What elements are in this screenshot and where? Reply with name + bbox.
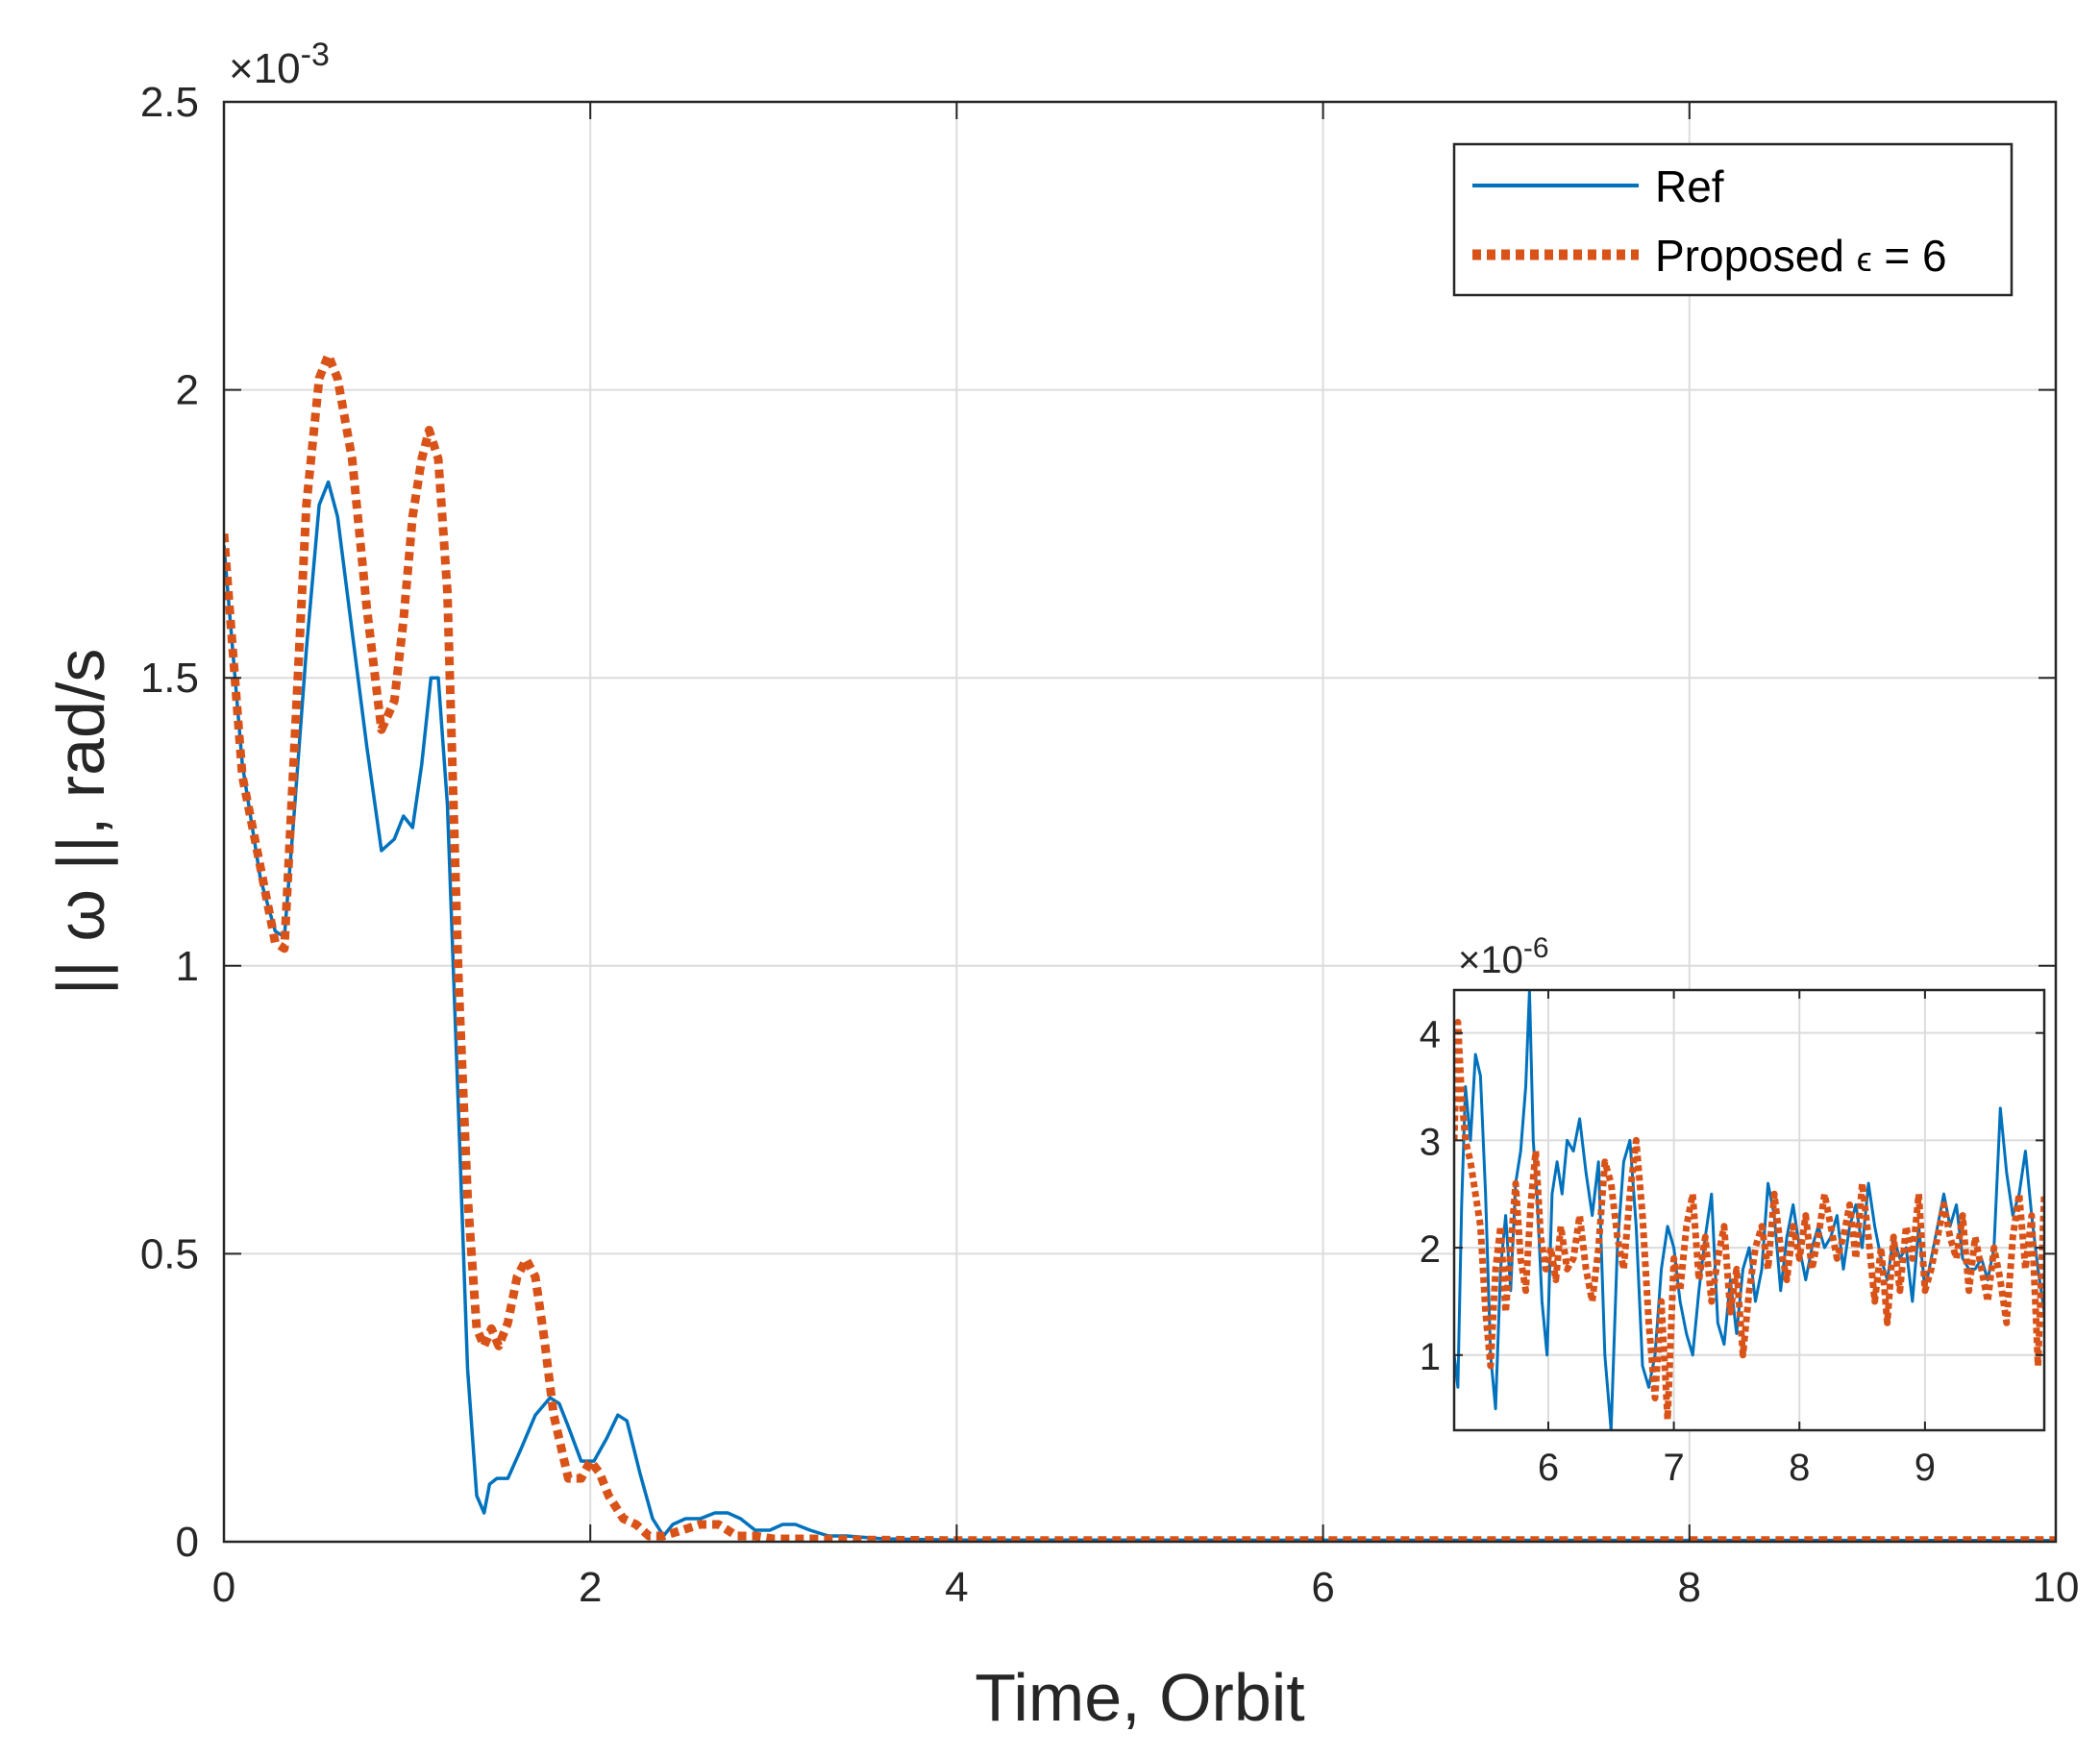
legend-box bbox=[1452, 142, 2014, 297]
main-y-multiplier: ×10-3 bbox=[229, 37, 330, 92]
main-y-tick-label: 0.5 bbox=[140, 1230, 199, 1277]
main-series-proposed-line bbox=[224, 351, 2056, 1542]
inset-x-tick-label: 7 bbox=[1663, 1447, 1684, 1489]
main-tick-labels: 0 2 4 6 8 10 0 0.5 1 1.5 2 2.5 bbox=[140, 79, 2080, 1611]
main-y-tick-label: 0 bbox=[176, 1519, 199, 1566]
main-x-tick-label: 4 bbox=[945, 1564, 968, 1611]
main-axes-box bbox=[222, 100, 2058, 1544]
inset-tick-labels: 6 7 8 9 1 2 3 4 bbox=[1420, 1014, 1936, 1489]
inset-y-tick-label: 1 bbox=[1420, 1336, 1441, 1378]
main-grid bbox=[223, 101, 2057, 1543]
legend-ref-label: Ref bbox=[1655, 161, 1724, 211]
main-plot: 0 2 4 6 8 10 0 0.5 1 1.5 2 2.5 ×10-3 Time, Orbit ||… bbox=[43, 37, 2079, 1735]
inset-x-tick-label: 9 bbox=[1915, 1447, 1936, 1489]
legend: Ref Proposed ϵ = 6 bbox=[1452, 142, 2014, 297]
inset-y-tick-label: 4 bbox=[1420, 1014, 1441, 1056]
main-y-tick-label: 2 bbox=[176, 367, 199, 414]
x-axis-label: Time, Orbit bbox=[975, 1660, 1305, 1735]
inset-series-proposed-line bbox=[1454, 1019, 2044, 1424]
main-ticks bbox=[223, 101, 2057, 1543]
main-series bbox=[224, 351, 2056, 1542]
main-series-ref-line bbox=[224, 480, 2056, 1542]
inset-y-tick-label: 3 bbox=[1420, 1121, 1441, 1163]
main-y-tick-label: 2.5 bbox=[140, 79, 199, 126]
main-x-tick-label: 10 bbox=[2033, 1564, 2080, 1611]
inset-axes-box bbox=[1452, 988, 2046, 1432]
inset-y-tick-label: 2 bbox=[1420, 1228, 1441, 1271]
inset-plot: 6 7 8 9 1 2 3 4 ×10-6 bbox=[1420, 932, 2046, 1489]
main-x-tick-label: 6 bbox=[1311, 1564, 1334, 1611]
legend-proposed-label: Proposed ϵ = 6 bbox=[1655, 231, 1947, 281]
main-y-tick-label: 1 bbox=[176, 943, 199, 990]
main-x-tick-label: 0 bbox=[212, 1564, 235, 1611]
inset-x-tick-label: 8 bbox=[1789, 1447, 1810, 1489]
inset-x-tick-label: 6 bbox=[1538, 1447, 1559, 1489]
main-y-tick-label: 1.5 bbox=[140, 655, 199, 702]
main-x-tick-label: 2 bbox=[579, 1564, 602, 1611]
inset-ticks bbox=[1454, 990, 2044, 1430]
main-x-tick-label: 8 bbox=[1678, 1564, 1701, 1611]
inset-y-multiplier: ×10-6 bbox=[1458, 932, 1549, 981]
inset-series bbox=[1454, 990, 2044, 1430]
inset-grid bbox=[1454, 990, 2044, 1430]
y-axis-label: || ω ||, rad/s bbox=[43, 649, 118, 996]
